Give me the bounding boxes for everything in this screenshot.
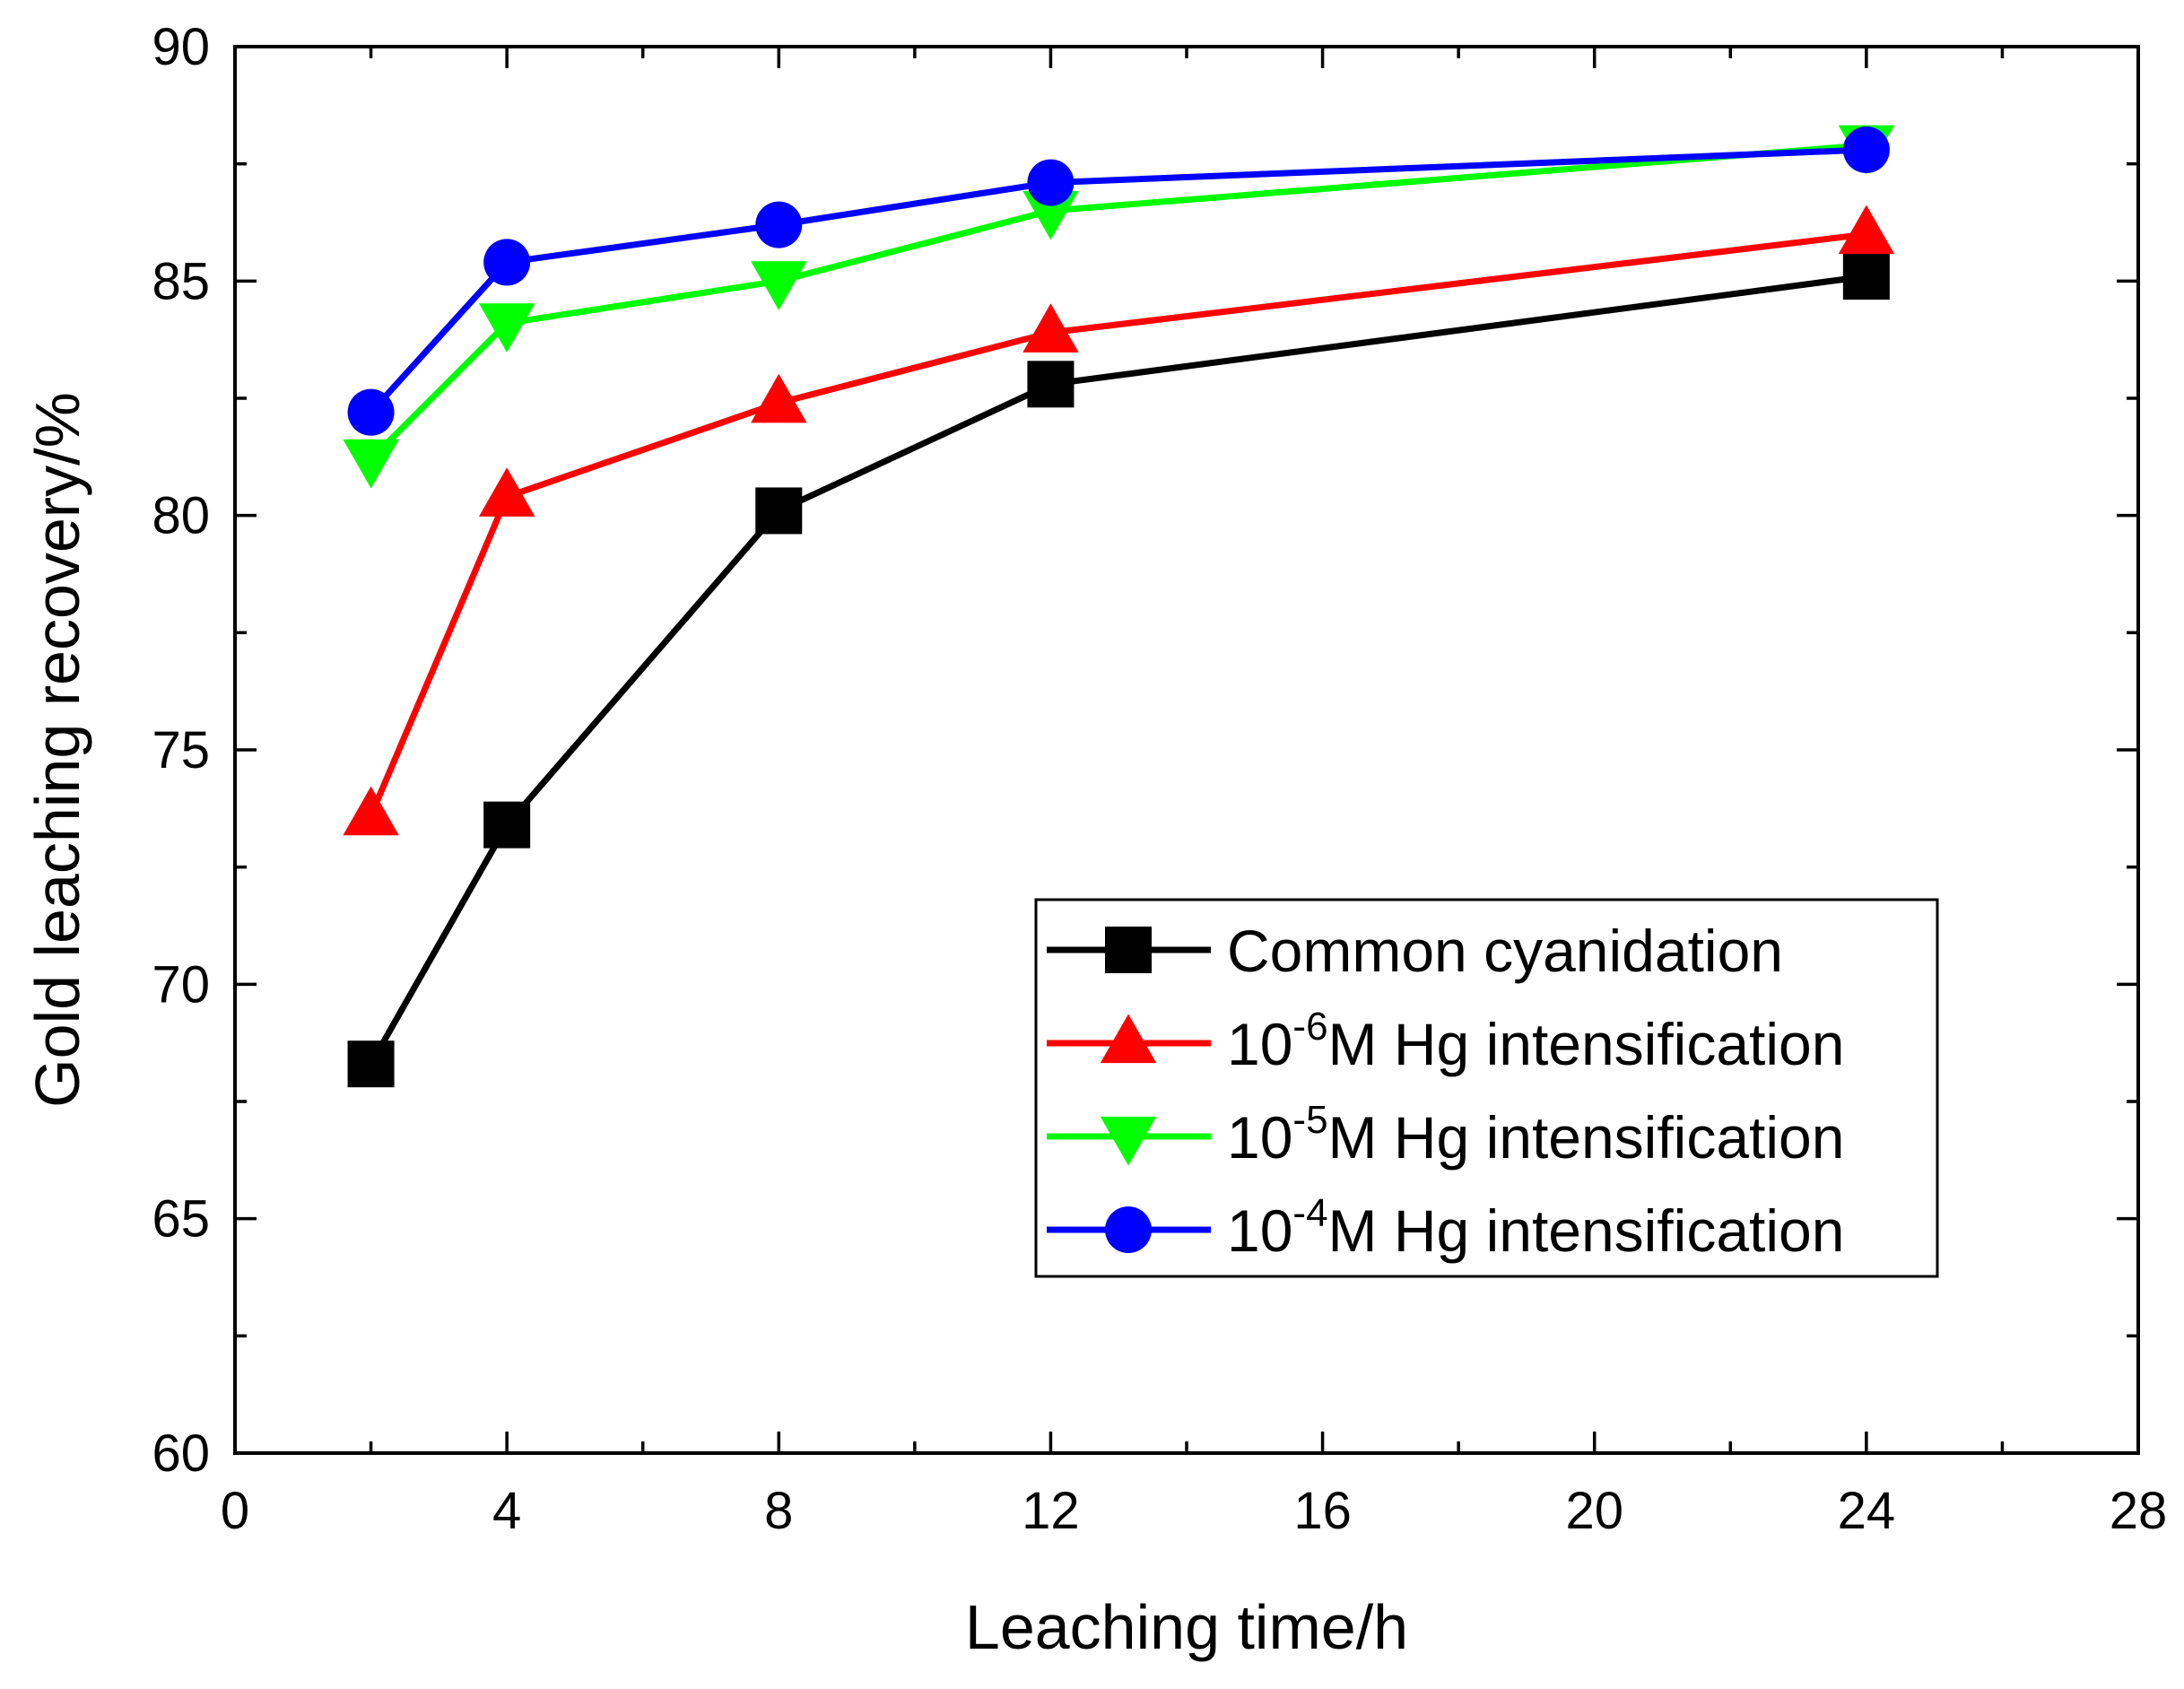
legend-label-part: Common cyanidation (1227, 918, 1783, 984)
data-point (478, 467, 535, 517)
x-tick-label: 0 (221, 1482, 249, 1540)
data-point (478, 303, 535, 353)
legend-item: 10-4M Hg intensification (1047, 1191, 1844, 1264)
series-line (369, 142, 1867, 462)
legend-label: Common cyanidation (1227, 918, 1783, 984)
data-point (751, 261, 807, 310)
plot-frame (233, 45, 2140, 1455)
legend-label-part: 10 (1227, 1104, 1292, 1171)
legend-superscript: -4 (1292, 1191, 1327, 1235)
legend-superscript: -5 (1292, 1098, 1327, 1142)
series-layer (343, 125, 1895, 1088)
y-axis-title: Gold leaching recovery/% (22, 392, 92, 1108)
legend-label: 10-5M Hg intensification (1227, 1098, 1844, 1171)
x-tick-label: 28 (2110, 1482, 2168, 1540)
legend-superscript: -6 (1292, 1005, 1327, 1049)
data-point (755, 201, 803, 248)
data-point (1022, 190, 1079, 240)
x-tick-label: 16 (1293, 1482, 1352, 1540)
legend-label: 10-6M Hg intensification (1227, 1005, 1844, 1077)
data-point (343, 786, 399, 836)
legend-box (1034, 898, 1939, 1278)
y-tick-label: 60 (152, 1424, 210, 1483)
legend-label-part: M Hg intensification (1328, 1197, 1845, 1264)
y-tick-label: 90 (152, 18, 210, 76)
data-point (483, 801, 531, 849)
x-tick-label: 20 (1565, 1482, 1623, 1540)
data-point (343, 439, 399, 489)
legend-marker (1100, 1014, 1157, 1064)
x-tick-label: 12 (1022, 1482, 1080, 1540)
legend-marker (1105, 927, 1152, 973)
data-point (1027, 361, 1075, 408)
series-1 (347, 253, 1890, 1088)
data-point (1842, 253, 1890, 300)
legend-label-part: 10 (1227, 1011, 1292, 1077)
data-point (1027, 159, 1075, 206)
data-point (1022, 303, 1079, 353)
legend-item: 10-6M Hg intensification (1047, 1005, 1844, 1077)
legend-item: 10-5M Hg intensification (1047, 1098, 1844, 1171)
y-tick-label: 80 (152, 487, 210, 545)
x-axis-title: Leaching time/h (965, 1592, 1408, 1662)
data-point (483, 239, 531, 286)
series-3 (343, 125, 1895, 489)
x-tick-label: 24 (1838, 1482, 1896, 1540)
data-point (751, 373, 807, 423)
x-tick-label: 4 (492, 1482, 521, 1540)
y-tick-label: 70 (152, 955, 210, 1014)
y-tick-label: 75 (152, 721, 210, 779)
legend-label-part: M Hg intensification (1328, 1104, 1845, 1171)
data-point (1838, 205, 1895, 255)
series-2 (343, 205, 1895, 836)
legend-label-part: M Hg intensification (1328, 1011, 1845, 1077)
data-point (347, 388, 395, 436)
y-tick-label: 65 (152, 1190, 210, 1249)
legend-marker (1100, 1116, 1157, 1166)
axis-ticks (233, 45, 2140, 1455)
y-tick-label: 85 (152, 252, 210, 310)
x-tick-label: 8 (764, 1482, 793, 1540)
data-point (1842, 126, 1890, 173)
data-point (347, 1040, 395, 1088)
series-line (368, 231, 1867, 817)
legend-item: Common cyanidation (1047, 918, 1783, 984)
legend-label-part: 10 (1227, 1197, 1292, 1264)
series-4 (347, 126, 1890, 436)
tick-labels: 0 4 8 12 16 20 24 28 60 65 70 75 80 85 90 (152, 18, 2167, 1540)
legend-marker (1105, 1206, 1152, 1253)
legend-label: 10-4M Hg intensification (1227, 1191, 1844, 1264)
data-point (755, 487, 803, 535)
